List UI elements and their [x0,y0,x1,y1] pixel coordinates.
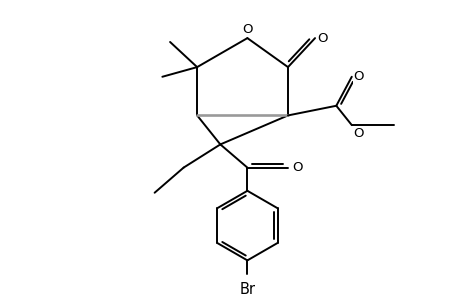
Text: O: O [316,32,327,45]
Text: Br: Br [239,282,255,297]
Text: O: O [353,70,364,83]
Text: O: O [291,161,302,174]
Text: O: O [241,23,252,36]
Text: O: O [353,127,364,140]
